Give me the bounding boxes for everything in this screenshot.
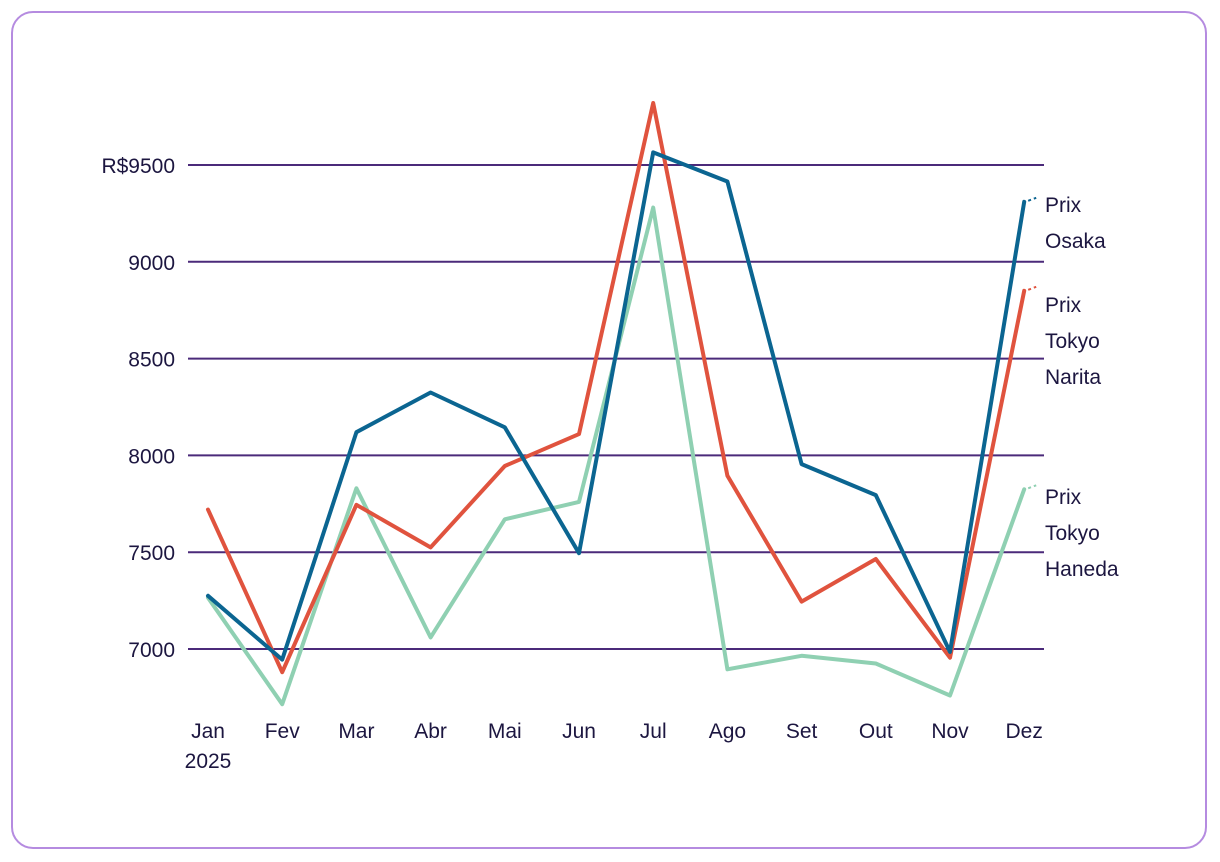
x-tick-label: Jul — [640, 720, 667, 743]
x-tick-label: Mai — [488, 720, 522, 743]
chart-card — [11, 11, 1207, 849]
x-tick-label: Out — [859, 720, 893, 743]
x-tick-label: Mar — [338, 720, 374, 743]
x-tick-label: Jun — [562, 720, 596, 743]
x-axis-ticks: Jan Fev Mar Abr Mai Jun Jul Ago Set Out Nov Dez 2025 — [185, 720, 1043, 773]
series-labels: Prix Osaka Prix Tokyo Narita Prix Tokyo Haneda — [1027, 194, 1119, 581]
y-tick-label: 9000 — [128, 252, 175, 275]
series-label: Osaka — [1045, 230, 1106, 253]
series-label: Haneda — [1045, 558, 1119, 581]
x-tick-label: Fev — [265, 720, 301, 743]
series-label: Prix — [1045, 486, 1082, 509]
x-tick-label: Set — [786, 720, 818, 743]
gridlines — [188, 164, 1044, 650]
y-tick-label: R$9500 — [101, 155, 175, 178]
label-leader — [1027, 484, 1037, 490]
series-label: Prix — [1045, 194, 1082, 217]
x-tick-label: Nov — [931, 720, 969, 743]
y-tick-label: 7500 — [128, 542, 175, 565]
y-tick-label: 8500 — [128, 349, 175, 372]
series-label: Narita — [1045, 366, 1101, 389]
series-lines — [206, 101, 1027, 707]
y-tick-label: 7000 — [128, 639, 175, 662]
series-line-1 — [206, 101, 1027, 675]
y-axis-ticks: R$9500 9000 8500 8000 7500 7000 — [101, 155, 175, 662]
label-leader — [1027, 285, 1037, 291]
x-tick-label: Abr — [414, 720, 447, 743]
label-leader — [1027, 196, 1037, 202]
series-label: Prix — [1045, 294, 1082, 317]
x-tick-label: Ago — [709, 720, 746, 743]
series-label: Tokyo — [1045, 330, 1100, 353]
series-line-0 — [206, 150, 1027, 662]
x-tick-sublabel: 2025 — [185, 750, 232, 773]
x-tick-label: Dez — [1006, 720, 1043, 743]
y-tick-label: 8000 — [128, 445, 175, 468]
x-tick-label: Jan — [191, 720, 225, 743]
series-label: Tokyo — [1045, 522, 1100, 545]
